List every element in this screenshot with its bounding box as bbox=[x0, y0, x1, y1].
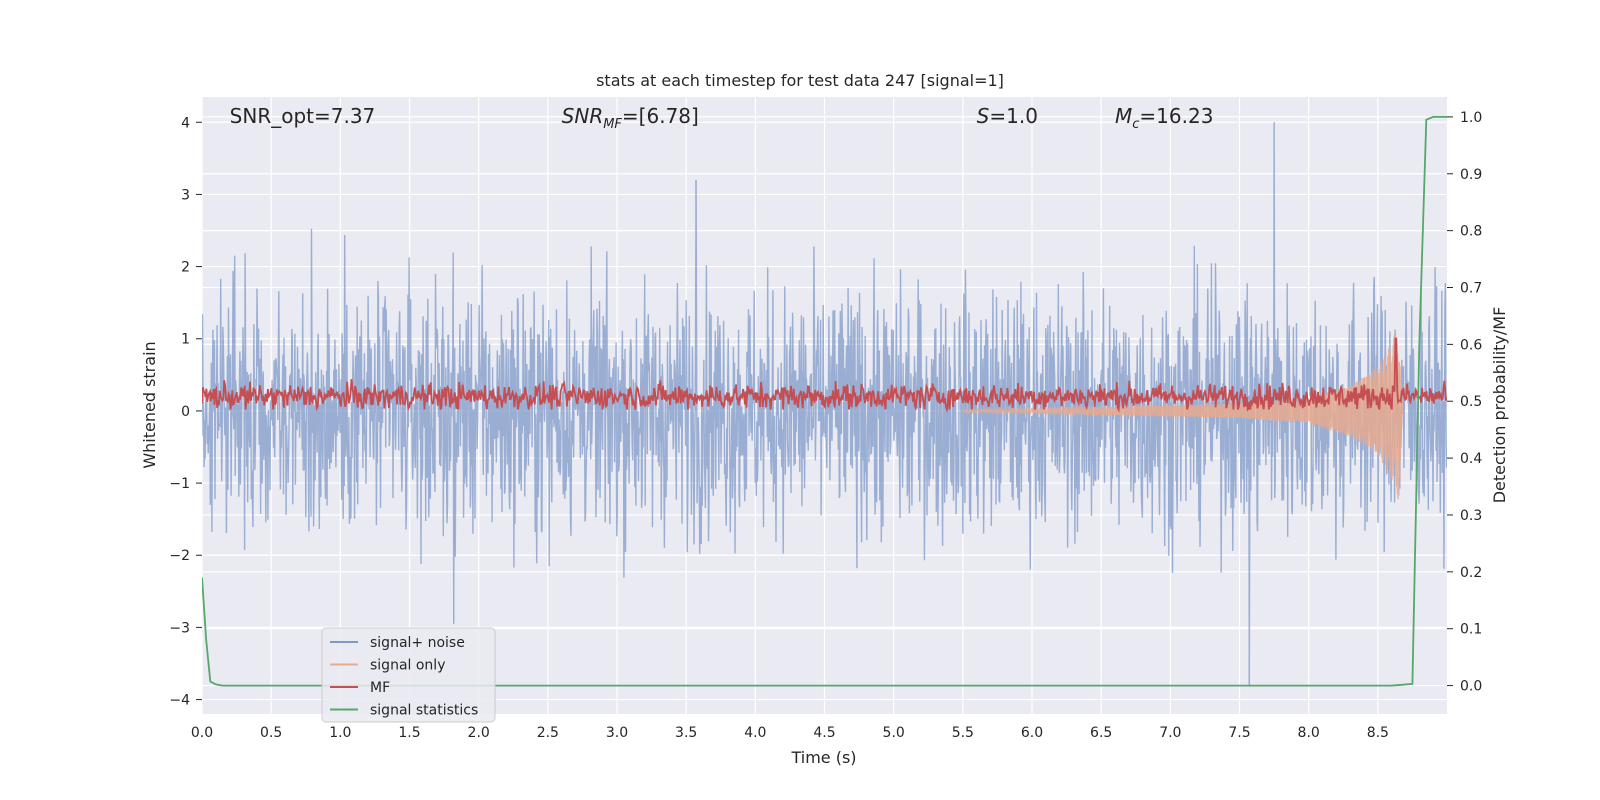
x-tick-label: 4.0 bbox=[744, 725, 766, 741]
y-right-tick-label: 0.4 bbox=[1460, 451, 1482, 467]
plot-content bbox=[202, 116, 1447, 687]
annotation-3: Mc=16.23 bbox=[1115, 104, 1213, 132]
x-tick-label: 8.0 bbox=[1298, 725, 1320, 741]
y-right-tick-label: 0.8 bbox=[1460, 224, 1482, 240]
y-right-tick-label: 0.0 bbox=[1460, 679, 1482, 695]
x-tick-label: 0.0 bbox=[191, 725, 213, 741]
y-tick-label: 1 bbox=[181, 332, 190, 348]
legend-label: signal only bbox=[370, 658, 445, 674]
y-right-tick-label: 0.7 bbox=[1460, 281, 1482, 297]
x-axis: 0.0 0.5 1.0 1.5 2.0 2.5 3.0 3.5 4.0 4.5 5.0 5.5 6.0 6… bbox=[191, 725, 1389, 741]
x-tick-label: 3.5 bbox=[675, 725, 697, 741]
y-right-tick-label: 0.9 bbox=[1460, 167, 1482, 183]
x-tick-label: 8.5 bbox=[1367, 725, 1389, 741]
y-right-tick-label: 0.3 bbox=[1460, 508, 1482, 524]
annotation-1: SNRMF=[6.78] bbox=[562, 104, 699, 132]
y-axis-label: Whitened strain bbox=[140, 341, 159, 468]
x-axis-label: Time (s) bbox=[790, 748, 856, 767]
y-right-tick-label: 0.6 bbox=[1460, 337, 1482, 353]
y-tick-label: 0 bbox=[181, 404, 190, 420]
y-tick-label: −2 bbox=[169, 548, 190, 564]
y-tick-label: 2 bbox=[181, 260, 190, 276]
y-tick-label: −3 bbox=[169, 620, 190, 636]
x-tick-label: 2.0 bbox=[468, 725, 490, 741]
x-tick-label: 5.5 bbox=[952, 725, 974, 741]
x-tick-label: 7.5 bbox=[1228, 725, 1250, 741]
x-tick-label: 4.5 bbox=[813, 725, 835, 741]
x-tick-label: 6.0 bbox=[1021, 725, 1043, 741]
x-tick-label: 2.5 bbox=[537, 725, 559, 741]
legend: signal+ noise signal only MF signal statist… bbox=[321, 627, 496, 723]
y-axis-right: 0.0 0.1 0.2 0.3 0.4 0.5 0.6 0.7 0.8 0.9 1.0 bbox=[1447, 110, 1482, 695]
y-axis-left: −4 −3 −2 −1 0 1 2 3 4 bbox=[169, 115, 202, 709]
y-right-tick-label: 0.2 bbox=[1460, 565, 1482, 581]
annotations: SNR_opt=7.37 SNRMF=[6.78] S=1.0 Mc=16.23 bbox=[230, 104, 1214, 132]
legend-label: signal statistics bbox=[370, 703, 478, 719]
x-tick-label: 0.5 bbox=[260, 725, 282, 741]
annotation-0: SNR_opt=7.37 bbox=[230, 104, 376, 128]
series-signal-noise-line bbox=[202, 122, 1447, 686]
y-right-tick-label: 0.5 bbox=[1460, 394, 1482, 410]
y-tick-label: −4 bbox=[169, 693, 190, 709]
y-right-tick-label: 0.1 bbox=[1460, 622, 1482, 638]
legend-label: MF bbox=[370, 680, 390, 696]
y-tick-label: 4 bbox=[181, 115, 190, 131]
chart-title: stats at each timestep for test data 247… bbox=[596, 71, 1004, 90]
annotation-2: S=1.0 bbox=[977, 104, 1038, 128]
y-right-tick-label: 1.0 bbox=[1460, 110, 1482, 126]
legend-box bbox=[321, 627, 496, 723]
x-tick-label: 3.0 bbox=[606, 725, 628, 741]
series-mf-line bbox=[202, 337, 1447, 414]
y-tick-label: −1 bbox=[169, 476, 190, 492]
x-tick-label: 7.0 bbox=[1159, 725, 1181, 741]
x-tick-label: 1.0 bbox=[329, 725, 351, 741]
x-tick-label: 5.0 bbox=[883, 725, 905, 741]
x-tick-label: 6.5 bbox=[1090, 725, 1112, 741]
y-tick-label: 3 bbox=[181, 187, 190, 203]
y-axis-right-label: Detection probability/MF bbox=[1490, 307, 1509, 504]
legend-label: signal+ noise bbox=[370, 635, 465, 651]
x-tick-label: 1.5 bbox=[398, 725, 420, 741]
series-signal-statistics-line bbox=[202, 116, 1447, 687]
